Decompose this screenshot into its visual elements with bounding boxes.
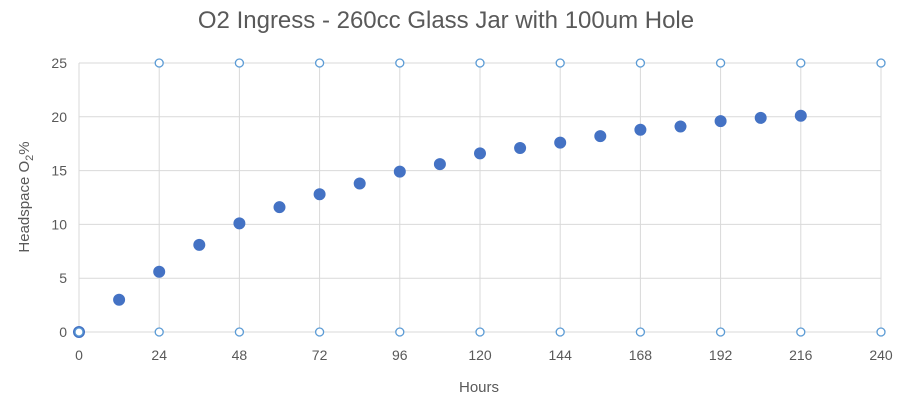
chart-title: O2 Ingress - 260cc Glass Jar with 100um … xyxy=(198,7,694,34)
hollow-data-point xyxy=(475,58,485,68)
x-tick-label: 0 xyxy=(75,347,83,363)
data-point xyxy=(313,188,326,201)
x-tick-label: 144 xyxy=(549,347,573,363)
data-point xyxy=(353,177,366,190)
data-point xyxy=(193,238,206,251)
hollow-data-point xyxy=(715,58,726,68)
hollow-data-point xyxy=(234,58,245,68)
x-tick-label: 96 xyxy=(392,347,408,363)
hollow-data-point xyxy=(314,58,325,68)
y-tick-label: 10 xyxy=(51,216,67,232)
data-point xyxy=(273,201,286,214)
y-axis-title-main: Headspace O xyxy=(16,161,33,253)
y-tick-label: 20 xyxy=(51,109,67,125)
hollow-data-point xyxy=(154,58,164,68)
hollow-data-point xyxy=(555,327,565,337)
y-tick-label: 5 xyxy=(59,270,67,286)
data-point xyxy=(514,142,527,155)
hollow-data-point xyxy=(635,327,646,337)
y-axis-title-suffix: % xyxy=(16,141,33,154)
tick-labels: 0 5 10 15 20 25 0 24 48 72 96 120 144 168 192 216 240 xyxy=(51,55,892,363)
hollow-data-point xyxy=(74,327,84,337)
hollow-data-point xyxy=(395,327,405,337)
data-point xyxy=(153,265,166,278)
data-point xyxy=(433,158,446,171)
x-tick-label: 192 xyxy=(709,347,733,363)
data-point xyxy=(594,130,607,143)
hollow-data-point xyxy=(635,58,646,68)
x-tick-label: 240 xyxy=(869,347,893,363)
hollow-data-point xyxy=(395,58,405,68)
y-axis-title-subscript: 2 xyxy=(24,155,36,161)
hollow-data-point xyxy=(876,58,886,68)
data-point xyxy=(754,111,767,124)
hollow-data-point xyxy=(234,327,245,337)
x-tick-label: 72 xyxy=(312,347,328,363)
hollow-data-point xyxy=(876,327,886,337)
data-point xyxy=(233,217,246,230)
hollow-data-point xyxy=(555,58,565,68)
hollow-data-point xyxy=(796,58,806,68)
hollow-data-point xyxy=(715,327,726,337)
data-point xyxy=(714,115,727,128)
data-point xyxy=(634,123,647,136)
y-tick-label: 0 xyxy=(59,324,67,340)
y-tick-label: 25 xyxy=(51,55,67,71)
hollow-data-point xyxy=(796,327,806,337)
data-point xyxy=(674,120,687,133)
x-tick-label: 120 xyxy=(468,347,492,363)
x-tick-label: 216 xyxy=(789,347,813,363)
y-tick-label: 15 xyxy=(51,163,67,179)
y-axis-title: Headspace O2% xyxy=(16,141,36,252)
data-point xyxy=(794,109,807,122)
data-point xyxy=(554,136,567,149)
data-point xyxy=(474,147,486,160)
x-tick-label: 168 xyxy=(629,347,653,363)
grid-lines xyxy=(78,62,882,333)
x-tick-label: 24 xyxy=(151,347,167,363)
x-tick-label: 48 xyxy=(232,347,248,363)
hollow-data-point xyxy=(475,327,485,337)
data-markers xyxy=(73,58,886,338)
hollow-data-point xyxy=(154,327,164,337)
data-point xyxy=(113,293,126,306)
hollow-data-point xyxy=(314,327,325,337)
data-point xyxy=(393,165,406,178)
x-axis-title: Hours xyxy=(459,379,499,396)
